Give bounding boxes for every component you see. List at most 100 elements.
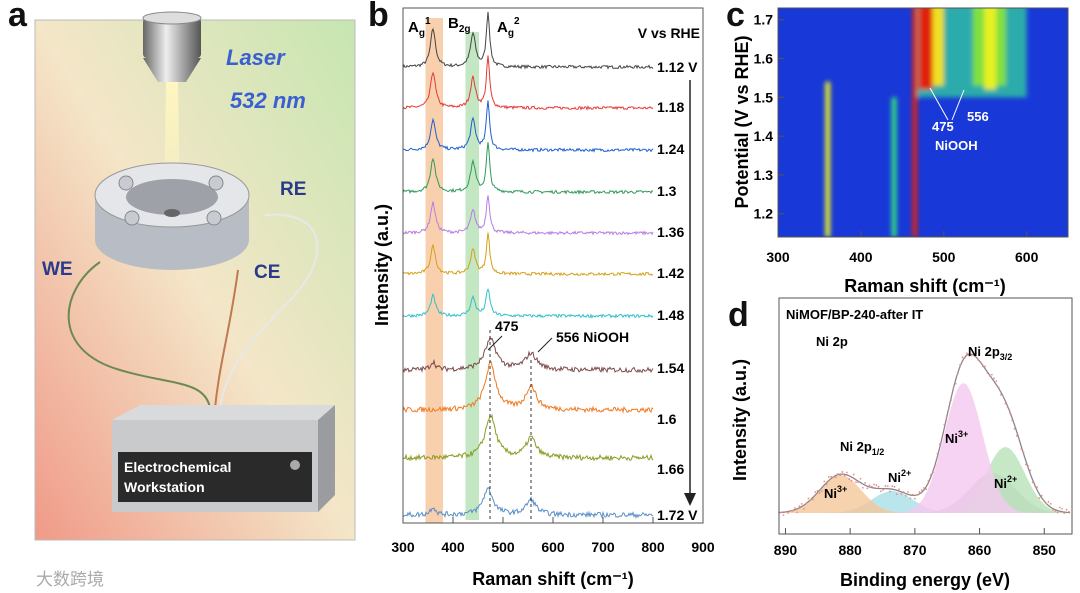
data-point: [852, 473, 855, 476]
component-area: [779, 475, 1071, 513]
data-point: [907, 491, 909, 493]
data-point: [961, 356, 964, 359]
panel-label-d: d: [728, 296, 749, 334]
spectrum-trace: [402, 195, 654, 236]
data-point: [920, 489, 923, 492]
data-point: [913, 497, 916, 500]
band-b2g: [465, 32, 479, 520]
label-ni2p32: Ni 2p3/2: [968, 344, 1012, 362]
data-point: [841, 471, 844, 473]
data-point: [866, 487, 869, 490]
data-point: [800, 502, 803, 505]
x-tick-label: 880: [838, 542, 862, 558]
x-axis-label-b: Raman shift (cm⁻¹): [472, 569, 634, 589]
arrow-475-icon: [487, 335, 503, 351]
trace-label: 1.48: [657, 307, 684, 323]
data-point: [784, 511, 787, 513]
heat-feature: [912, 8, 918, 237]
objective-lens-icon: [142, 11, 202, 82]
data-point: [1067, 510, 1070, 513]
data-point: [929, 474, 932, 477]
data-point: [1000, 393, 1002, 396]
data-point: [796, 511, 799, 514]
data-point: [1047, 500, 1050, 503]
data-point: [904, 494, 907, 497]
wavelength-label: 532 nm: [230, 88, 306, 113]
spectrum-trace: [402, 100, 654, 153]
data-point: [972, 354, 975, 357]
legend-title: V vs RHE: [638, 25, 700, 41]
workstation-label-2: Workstation: [124, 479, 205, 495]
data-point: [900, 492, 903, 495]
annotation-c-556: 556: [967, 109, 989, 124]
data-point: [870, 485, 873, 488]
data-point: [993, 377, 996, 380]
data-point: [895, 493, 898, 496]
cables: [67, 213, 319, 409]
data-point: [952, 387, 955, 389]
label-ag1: Ag1: [408, 16, 431, 39]
xps-chart: 890 880 870 860 850 NiMOF/BP-240-after IT Ni…: [730, 297, 1073, 590]
heat-feature: [918, 8, 933, 90]
data-point: [1063, 512, 1066, 515]
data-point: [868, 484, 871, 487]
x-tick-label: 900: [691, 539, 715, 555]
data-point: [938, 443, 941, 446]
data-point: [936, 452, 939, 455]
data-point: [1065, 508, 1068, 511]
laser-label: Laser: [226, 45, 286, 70]
spectrum-trace: [402, 287, 654, 319]
data-point: [814, 491, 817, 493]
we-label: WE: [42, 259, 73, 280]
data-point: [827, 476, 830, 478]
data-point: [918, 491, 921, 493]
heat-feature: [984, 8, 997, 90]
x-tick-label: 300: [391, 539, 415, 555]
re-label: RE: [280, 179, 306, 200]
frame-c: [777, 7, 1069, 238]
data-point: [789, 509, 792, 512]
data-point: [855, 481, 857, 484]
data-point: [809, 498, 812, 501]
fit-envelope: [778, 353, 1071, 514]
data-point: [1058, 506, 1061, 509]
data-point: [882, 489, 885, 491]
trace-label: 1.54: [657, 360, 684, 376]
data-point: [1013, 427, 1016, 430]
data-point: [1056, 511, 1059, 514]
data-point: [1020, 448, 1023, 450]
data-point: [812, 498, 814, 501]
data-point: [925, 488, 928, 491]
data-point: [1033, 484, 1036, 487]
data-point: [1006, 406, 1009, 409]
data-point: [780, 511, 783, 514]
chart-subtitle-d: Ni 2p: [816, 334, 848, 349]
data-point: [884, 485, 887, 487]
data-point: [909, 497, 912, 500]
heat-feature: [825, 81, 831, 237]
data-point: [791, 509, 794, 512]
data-point: [979, 361, 982, 363]
data-point: [1043, 499, 1045, 502]
data-point: [954, 382, 957, 385]
data-point: [818, 492, 821, 495]
data-point: [1054, 510, 1057, 512]
data-point: [1036, 486, 1039, 489]
x-tick-label: 400: [849, 249, 873, 265]
data-point: [941, 436, 943, 439]
data-point: [803, 507, 805, 510]
data-point: [877, 485, 880, 488]
data-point: [846, 471, 848, 474]
data-point: [923, 487, 925, 489]
data-point: [816, 489, 819, 492]
data-point: [995, 380, 998, 382]
data-point: [1004, 402, 1007, 405]
arrow-head-icon: [684, 493, 696, 506]
data-point: [947, 408, 950, 411]
data-point: [823, 480, 826, 483]
label-ni2p12: Ni 2p1/2: [840, 439, 884, 457]
data-point: [798, 505, 801, 508]
annotation-475: 475: [495, 318, 519, 334]
panel-label-a: a: [8, 0, 27, 34]
arrow-556-icon: [537, 337, 553, 353]
